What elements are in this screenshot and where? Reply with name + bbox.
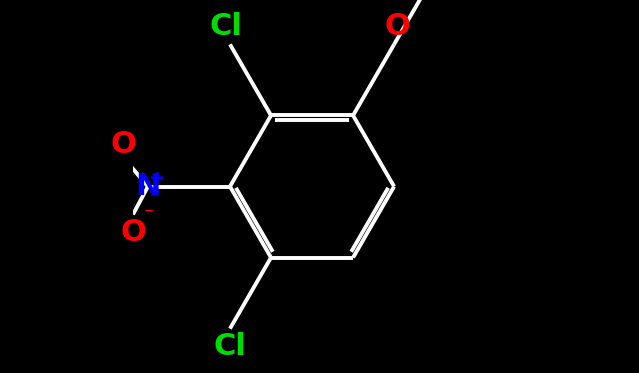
Text: +: + bbox=[149, 169, 166, 188]
Text: N: N bbox=[135, 172, 160, 201]
Text: Cl: Cl bbox=[210, 12, 243, 41]
Text: Cl: Cl bbox=[213, 332, 247, 361]
Text: O: O bbox=[385, 12, 411, 41]
Text: O: O bbox=[111, 129, 137, 159]
Text: ⁻: ⁻ bbox=[143, 205, 153, 224]
Text: O: O bbox=[120, 218, 146, 247]
